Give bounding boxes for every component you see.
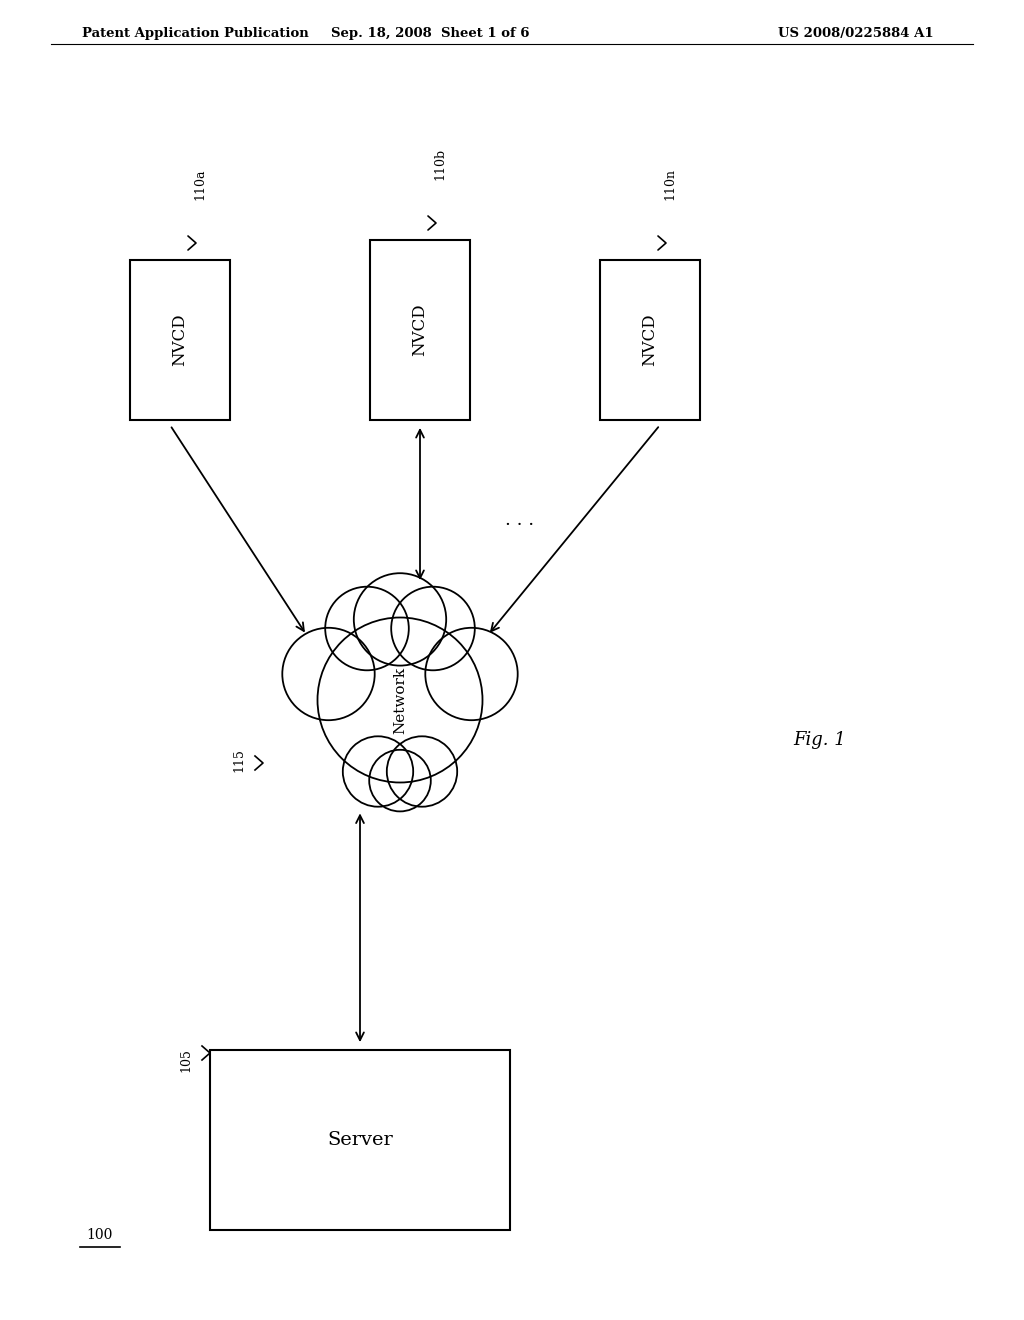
Circle shape — [354, 573, 446, 665]
Bar — [600, 260, 700, 420]
Circle shape — [343, 737, 414, 807]
Text: US 2008/0225884 A1: US 2008/0225884 A1 — [778, 26, 934, 40]
Bar — [210, 1049, 510, 1230]
Text: Patent Application Publication: Patent Application Publication — [82, 26, 308, 40]
Circle shape — [283, 628, 375, 721]
Text: 110a: 110a — [193, 169, 206, 201]
Text: 115: 115 — [232, 748, 245, 772]
Bar — [130, 260, 230, 420]
Text: NVCD: NVCD — [171, 314, 188, 367]
Text: 110n: 110n — [663, 168, 676, 201]
Text: 105: 105 — [179, 1048, 193, 1072]
Circle shape — [326, 586, 409, 671]
Text: 110b: 110b — [433, 148, 446, 180]
Bar — [370, 240, 470, 420]
Circle shape — [387, 737, 457, 807]
Text: NVCD: NVCD — [412, 304, 428, 356]
Circle shape — [317, 618, 482, 783]
Text: 100: 100 — [87, 1228, 114, 1242]
Text: Sep. 18, 2008  Sheet 1 of 6: Sep. 18, 2008 Sheet 1 of 6 — [331, 26, 529, 40]
Text: Fig. 1: Fig. 1 — [794, 731, 847, 748]
Text: . . .: . . . — [506, 511, 535, 529]
Text: Server: Server — [327, 1131, 393, 1148]
Ellipse shape — [329, 622, 471, 766]
Circle shape — [370, 750, 431, 812]
Text: Network: Network — [393, 667, 407, 734]
Circle shape — [391, 586, 475, 671]
Circle shape — [425, 628, 518, 721]
Text: NVCD: NVCD — [641, 314, 658, 367]
